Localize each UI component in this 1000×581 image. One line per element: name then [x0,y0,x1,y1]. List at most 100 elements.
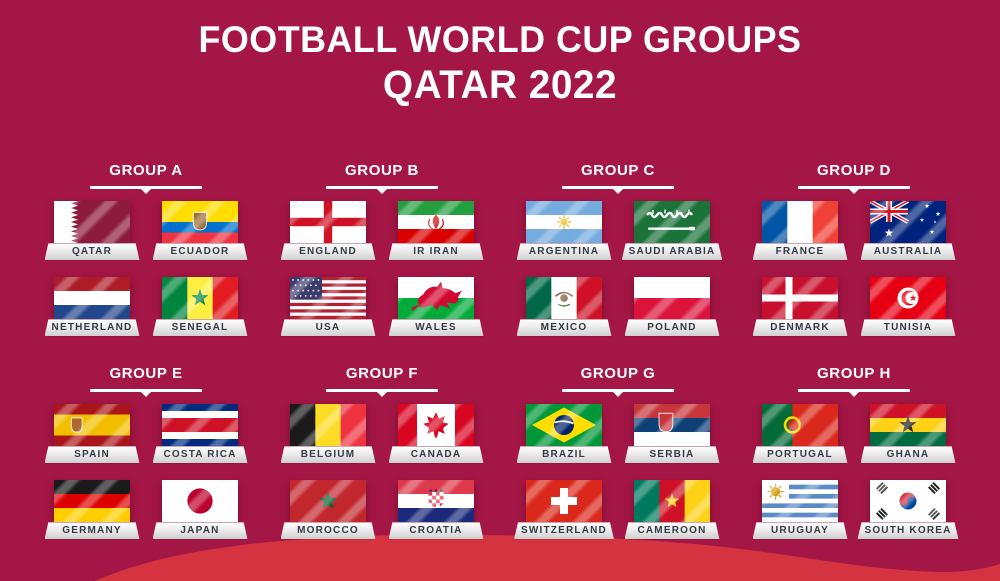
flag-netherland [54,277,130,320]
group-underline [798,389,910,398]
team-cell: NETHERLAND [44,277,140,337]
team-name: SERBIA [649,449,695,461]
team-name-plate: WALES [388,319,484,337]
team-name: CROATIA [409,525,463,537]
group-label: GROUP B [345,162,419,180]
team-name-plate: ECUADOR [152,243,248,261]
team-name: QATAR [71,246,113,258]
group-header: GROUP G [516,365,720,398]
team-name-plate: COSTA RICA [152,446,248,464]
team-name: PORTUGAL [767,449,833,461]
flag-morocco [290,480,366,523]
flag-ecuador [162,201,238,244]
team-name: GHANA [886,449,930,461]
team-name: AUSTRALIA [873,246,943,258]
team-name-plate: SWITZERLAND [514,522,614,540]
flag-belgium [290,404,366,447]
team-cell: QATAR [44,201,140,261]
group-header: GROUP B [280,162,484,195]
group-underline [326,186,438,195]
team-name-plate: POLAND [624,319,720,337]
flag-argentina [526,201,602,244]
group-label: GROUP C [581,162,655,180]
team-name-plate: SERBIA [624,446,720,464]
team-name: FRANCE [775,246,825,258]
flag-switzerland [526,480,602,523]
pointer-down-icon [141,189,151,195]
flag-tunisia [870,277,946,320]
team-name-plate: URUGUAY [752,522,848,540]
team-name: SENEGAL [171,322,229,334]
team-name: CAMEROON [637,525,707,537]
pointer-down-icon [377,392,387,398]
group-header: GROUP D [752,162,956,195]
team-cell: CANADA [388,404,484,464]
team-name: CANADA [410,449,462,461]
team-cell: SOUTH KOREA [857,480,959,540]
team-name-plate: GERMANY [44,522,140,540]
group-label: GROUP D [817,162,891,180]
team-name: BRAZIL [542,449,586,461]
group-block-group-a: GROUP A QATAR ECUADOR NETHERLAND SENEGAL [44,162,248,337]
flag-saudi-arabia [634,201,710,244]
team-name-plate: ARGENTINA [516,243,612,261]
group-block-group-g: GROUP G BRAZIL SERBIA SWITZERLAND CAMERO… [514,365,720,540]
group-label: GROUP H [817,365,891,383]
flag-usa [290,277,366,320]
group-block-group-b: GROUP B ENGLAND IR IRAN USA WALES [280,162,484,337]
group-label: GROUP G [580,365,656,383]
group-header: GROUP F [280,365,484,398]
team-name-plate: MOROCCO [280,522,376,540]
pointer-down-icon [141,392,151,398]
team-cell: PORTUGAL [752,404,848,464]
group-teams-grid: SPAIN COSTA RICA GERMANY JAPAN [44,404,248,540]
pointer-down-icon [613,392,623,398]
group-label: GROUP F [345,365,419,383]
group-teams-grid: FRANCE AUSTRALIA DENMARK TUNISIA [752,201,956,337]
flag-senegal [162,277,238,320]
group-underline [798,186,910,195]
team-name-plate: CROATIA [388,522,484,540]
flag-germany [54,480,130,523]
group-block-group-c: GROUP C ARGENTINA SAUDI ARABIA MEXICO PO… [516,162,723,337]
flag-portugal [762,404,838,447]
team-cell: SAUDI ARABIA [621,201,723,261]
group-teams-grid: PORTUGAL GHANA URUGUAY SOUTH KOREA [752,404,959,540]
team-name: NETHERLAND [51,322,133,334]
groups-row-bottom: GROUP E SPAIN COSTA RICA GERMANY JAPAN [0,365,1000,540]
group-header: GROUP C [516,162,720,195]
team-cell: SERBIA [624,404,720,464]
team-name-plate: DENMARK [752,319,848,337]
group-block-group-f: GROUP F BELGIUM CANADA MOROCCO CROATIA [280,365,484,540]
group-header: GROUP A [44,162,248,195]
team-cell: USA [280,277,376,337]
groups-row-top: GROUP A QATAR ECUADOR NETHERLAND SENEGAL [0,162,1000,337]
flag-japan [162,480,238,523]
team-cell: WALES [388,277,484,337]
bottom-wave-decoration [95,535,1000,581]
group-header: GROUP H [752,365,956,398]
team-name-plate: BELGIUM [280,446,376,464]
team-name: POLAND [647,322,697,334]
team-name: SAUDI ARABIA [628,246,716,258]
title-line1: FOOTBALL WORLD CUP GROUPS [198,19,802,60]
team-name-plate: TUNISIA [860,319,956,337]
team-cell: IR IRAN [388,201,484,261]
team-name: BELGIUM [300,449,356,461]
group-header: GROUP E [44,365,248,398]
group-underline [326,389,438,398]
flag-costa-rica [162,404,238,447]
team-name-plate: GHANA [860,446,956,464]
team-name: ECUADOR [170,246,230,258]
team-name: IR IRAN [413,246,459,258]
team-cell: ENGLAND [280,201,376,261]
pointer-down-icon [377,189,387,195]
group-block-group-d: GROUP D FRANCE AUSTRALIA DENMARK TUNISIA [752,162,956,337]
flag-poland [634,277,710,320]
flag-france [762,201,838,244]
flag-australia [870,201,946,244]
team-cell: SENEGAL [152,277,248,337]
group-teams-grid: BRAZIL SERBIA SWITZERLAND CAMEROON [514,404,720,540]
team-name: GERMANY [62,525,122,537]
team-cell: URUGUAY [752,480,848,540]
